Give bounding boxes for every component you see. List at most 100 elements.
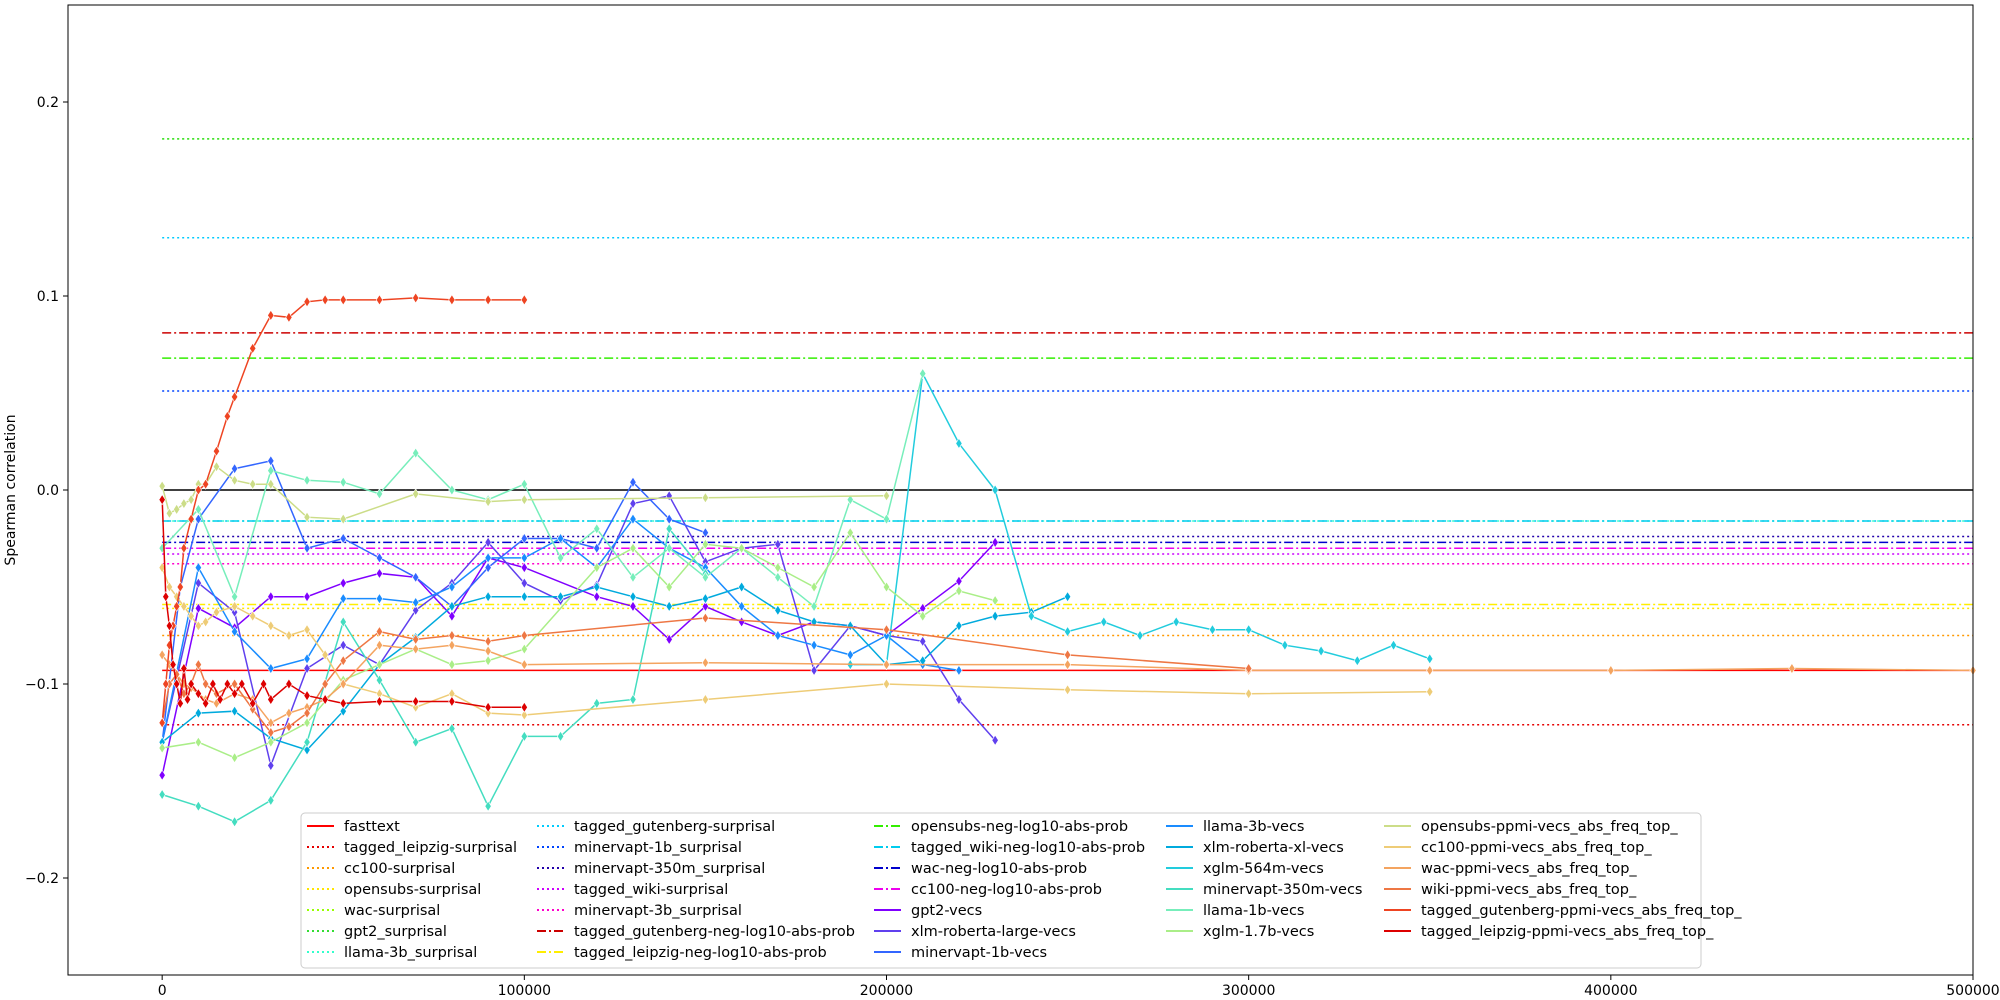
data-point bbox=[412, 571, 420, 583]
data-point bbox=[1788, 662, 1796, 675]
x-tick-label: 300000 bbox=[1222, 983, 1275, 999]
data-point bbox=[339, 655, 347, 667]
data-point bbox=[882, 581, 891, 593]
data-point bbox=[701, 492, 709, 504]
series-minervapt-1b-vecs bbox=[158, 455, 709, 748]
data-point bbox=[375, 659, 384, 671]
data-point bbox=[520, 659, 528, 671]
data-point bbox=[810, 639, 818, 651]
data-point bbox=[412, 736, 420, 748]
data-point bbox=[216, 693, 224, 706]
data-point bbox=[339, 678, 347, 690]
x-tick-label: 200000 bbox=[860, 983, 913, 999]
data-point bbox=[194, 736, 202, 748]
data-point bbox=[1027, 610, 1035, 622]
data-point bbox=[180, 498, 188, 510]
data-point bbox=[1245, 688, 1253, 700]
legend-label: cc100-neg-log10-abs-prob bbox=[911, 882, 1102, 898]
series-xglm-1-7b-vecs bbox=[158, 527, 999, 764]
data-point bbox=[267, 662, 275, 675]
data-point bbox=[520, 643, 528, 655]
series-gpt2-vecs bbox=[158, 536, 999, 781]
data-point bbox=[1389, 639, 1398, 651]
data-point bbox=[238, 678, 246, 690]
data-point bbox=[991, 610, 999, 622]
data-point bbox=[484, 635, 492, 647]
data-point bbox=[194, 503, 202, 515]
data-point bbox=[231, 688, 239, 700]
data-point bbox=[991, 484, 999, 496]
data-point bbox=[919, 655, 927, 667]
data-point bbox=[285, 721, 293, 733]
data-point bbox=[701, 571, 709, 583]
data-point bbox=[412, 447, 420, 459]
data-point bbox=[412, 604, 420, 616]
legend-label: minervapt-1b-vecs bbox=[911, 945, 1047, 961]
data-point bbox=[303, 653, 311, 665]
data-point bbox=[448, 610, 456, 622]
data-point bbox=[412, 643, 420, 655]
data-point bbox=[187, 678, 195, 690]
baseline-lines bbox=[162, 138, 1973, 726]
data-point bbox=[665, 542, 673, 554]
data-point bbox=[209, 678, 217, 690]
data-point bbox=[484, 645, 492, 657]
data-point bbox=[173, 503, 181, 515]
data-point bbox=[882, 624, 891, 636]
data-point bbox=[774, 571, 782, 583]
data-point bbox=[375, 626, 384, 638]
data-point bbox=[846, 620, 854, 632]
data-point bbox=[321, 649, 329, 661]
legend-label: gpt2-vecs bbox=[911, 903, 982, 919]
data-point bbox=[1607, 664, 1615, 676]
data-point bbox=[520, 294, 528, 306]
data-point bbox=[158, 494, 166, 506]
x-tick-label: 0 bbox=[158, 983, 167, 999]
data-point bbox=[231, 816, 239, 828]
data-point bbox=[1100, 616, 1108, 628]
data-point bbox=[810, 600, 818, 612]
data-point bbox=[1317, 645, 1325, 657]
data-point bbox=[665, 523, 673, 535]
legend-label: wac-ppmi-vecs_abs_freq_top_ bbox=[1421, 861, 1637, 877]
data-point bbox=[194, 800, 202, 812]
x-tick-label: 500000 bbox=[1946, 983, 1999, 999]
data-point bbox=[520, 532, 528, 545]
data-point bbox=[593, 562, 601, 574]
data-point bbox=[260, 678, 268, 690]
data-point bbox=[339, 705, 347, 717]
data-point bbox=[158, 480, 166, 492]
data-point bbox=[448, 581, 456, 593]
data-point bbox=[774, 604, 782, 616]
data-point bbox=[303, 662, 311, 675]
data-point bbox=[375, 488, 384, 500]
data-point bbox=[267, 591, 275, 603]
data-point bbox=[1064, 626, 1072, 638]
series-minervapt-350m-vecs bbox=[158, 523, 709, 828]
data-point bbox=[629, 571, 637, 583]
data-point bbox=[520, 494, 528, 506]
data-point bbox=[1426, 653, 1434, 665]
data-point bbox=[303, 707, 311, 719]
y-tick-label: 0.0 bbox=[37, 483, 59, 499]
data-point bbox=[158, 769, 166, 781]
data-point bbox=[321, 693, 329, 706]
data-point bbox=[162, 591, 170, 603]
data-point bbox=[738, 581, 746, 593]
data-point bbox=[520, 478, 528, 490]
data-point bbox=[629, 476, 637, 488]
data-point bbox=[162, 678, 170, 690]
data-point bbox=[375, 639, 384, 651]
series-line bbox=[161, 499, 525, 709]
data-point bbox=[448, 695, 456, 708]
y-tick-label: −0.1 bbox=[25, 677, 59, 693]
y-axis-label: Spearman correlation bbox=[3, 414, 19, 565]
legend-label: wac-surprisal bbox=[344, 903, 440, 919]
data-point bbox=[158, 742, 166, 754]
data-point bbox=[267, 736, 275, 748]
data-point bbox=[249, 342, 257, 354]
data-point bbox=[1064, 684, 1072, 696]
data-point bbox=[339, 639, 347, 651]
data-point bbox=[194, 602, 202, 614]
